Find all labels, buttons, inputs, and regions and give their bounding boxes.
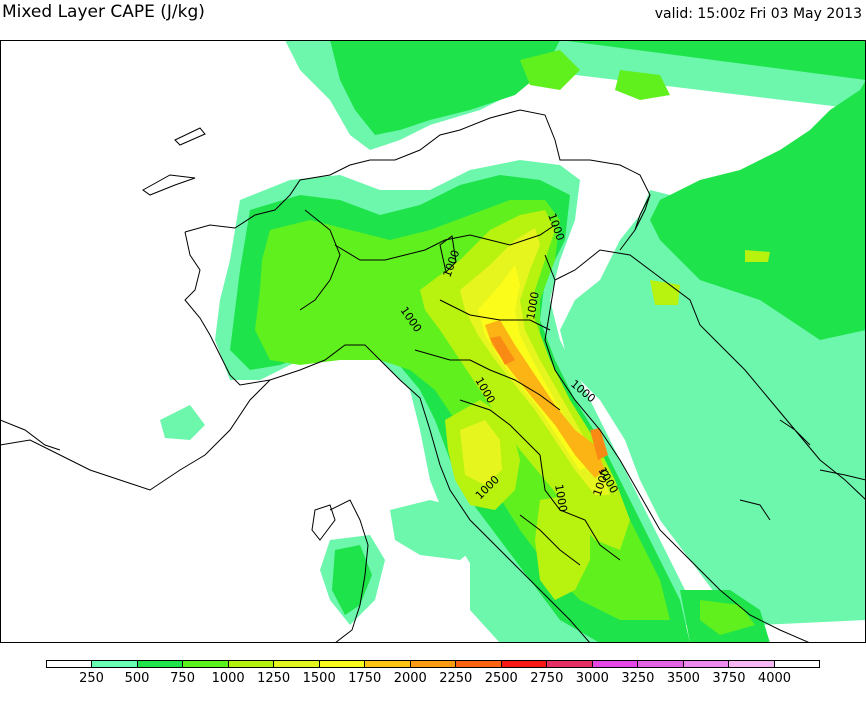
color-swatch	[183, 661, 229, 667]
color-scale-tick-label: 1250	[257, 671, 291, 686]
color-swatch	[228, 661, 275, 667]
color-swatch	[319, 661, 366, 667]
color-swatch	[410, 661, 457, 667]
color-scale-tick-label: 3500	[666, 671, 700, 686]
color-swatch	[774, 661, 819, 667]
color-swatch	[137, 661, 184, 667]
color-scale-tick-label: 4000	[757, 671, 792, 686]
color-scale-tick-label: 1000	[211, 671, 245, 686]
coastlines-borders	[0, 109, 866, 643]
color-swatch	[92, 661, 138, 667]
color-scale-tick-label: 2750	[530, 671, 564, 686]
color-swatch	[47, 661, 93, 667]
color-scale-tick-label: 1500	[302, 671, 336, 686]
color-swatch	[365, 661, 411, 667]
color-swatch	[638, 661, 684, 667]
color-scale-tick-label: 2000	[393, 671, 427, 686]
color-scale-tick-label: 3750	[712, 671, 746, 686]
color-scale-tick-label: 2500	[484, 671, 518, 686]
contour-label: 1000	[552, 483, 570, 513]
color-swatch	[456, 661, 502, 667]
color-swatch	[592, 661, 639, 667]
color-scale-tick-label: 2250	[439, 671, 473, 686]
chart-title: Mixed Layer CAPE (J/kg)	[2, 2, 205, 22]
color-swatch	[501, 661, 548, 667]
cape-band-2250	[490, 336, 608, 460]
color-scale-tick-label: 250	[79, 671, 104, 686]
color-scale-ticks: 250 500 750 1000 1250 1500 1750 2000 2250 2500 275…	[46, 671, 820, 687]
color-scale-tick-label: 3000	[575, 671, 609, 686]
contour-label: 1000	[524, 291, 542, 321]
small-islands	[142, 127, 866, 521]
color-scale-tick-label: 750	[170, 671, 195, 686]
color-scale-tick-label: 1750	[348, 671, 382, 686]
color-swatch	[547, 661, 593, 667]
color-scale-tick-label: 500	[124, 671, 150, 686]
color-swatch	[274, 661, 320, 667]
color-swatch	[729, 661, 775, 667]
color-swatch	[683, 661, 730, 667]
color-scale-bar	[46, 660, 820, 668]
valid-time-label: valid: 15:00z Fri 03 May 2013	[654, 6, 862, 22]
cape-map: 1000 1000 1000 1000 1000 1000 1000 1000 …	[0, 40, 866, 643]
color-scale-tick-label: 3250	[621, 671, 655, 686]
